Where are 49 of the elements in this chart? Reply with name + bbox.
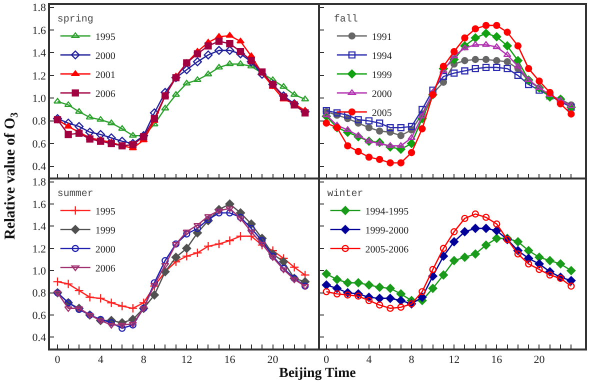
x-tick-label: 4: [366, 354, 372, 366]
y-tick-label: 1.6: [32, 24, 47, 37]
x-tick-label: 8: [140, 354, 147, 366]
legend-label: 2006: [95, 88, 116, 100]
y-tick-label: 0.8: [32, 288, 47, 300]
legend-title: fall: [334, 13, 358, 26]
legend-label: 1994: [372, 50, 392, 62]
x-axis-title: Beijing Time: [279, 366, 356, 381]
y-tick-label: 0.6: [32, 310, 47, 322]
x-tick-label: 0: [54, 354, 61, 366]
y-tick-label: 1.2: [32, 243, 46, 256]
legend-label: 2006: [95, 263, 116, 274]
y-tick-label: 1.8: [32, 176, 47, 189]
legend-label: 1995: [95, 206, 116, 218]
y-tick-label: 0.8: [32, 116, 47, 128]
y-tick-label: 1.0: [32, 265, 47, 278]
legend-label: 2000: [95, 244, 116, 256]
x-tick-label: 16: [491, 354, 503, 366]
legend-title: summer: [57, 188, 94, 200]
x-tick-label: 8: [408, 354, 415, 366]
y-tick-label: 0.4: [32, 161, 47, 174]
legend-title: spring: [57, 13, 94, 26]
x-tick-label: 4: [98, 354, 104, 366]
legend-label: 1994-1995: [365, 206, 409, 218]
legend-label: 2001: [95, 70, 116, 81]
y-tick-label: 1.8: [32, 2, 47, 14]
x-tick-label: 20: [267, 354, 279, 366]
legend-label: 1999-2000: [365, 225, 409, 236]
y-tick-label: 1.0: [32, 92, 47, 105]
legend-label: 1999: [372, 70, 392, 81]
legend-label: 2005-2006: [365, 244, 409, 256]
x-tick-label: 12: [448, 354, 460, 366]
legend-title: winter: [327, 188, 364, 200]
x-tick-label: 12: [181, 354, 192, 366]
y-tick-label: 0.6: [32, 138, 47, 150]
y-tick-label: 0.4: [32, 332, 47, 344]
legend-label: 2000: [372, 88, 392, 100]
y-tick-label: 1.4: [32, 221, 47, 234]
legend-label: 2000: [95, 50, 116, 62]
legend-label: 1999: [95, 225, 116, 236]
y-tick-label: 1.6: [32, 198, 47, 211]
x-tick-label: 20: [534, 354, 546, 366]
legend-label: 2005: [372, 108, 392, 119]
y-tick-label: 1.4: [32, 48, 47, 60]
x-tick-label: 16: [224, 354, 236, 366]
x-tick-label: 0: [324, 354, 330, 366]
legend-label: 1991: [372, 32, 392, 43]
legend-label: 1995: [95, 32, 116, 43]
y-tick-label: 1.2: [32, 70, 46, 82]
